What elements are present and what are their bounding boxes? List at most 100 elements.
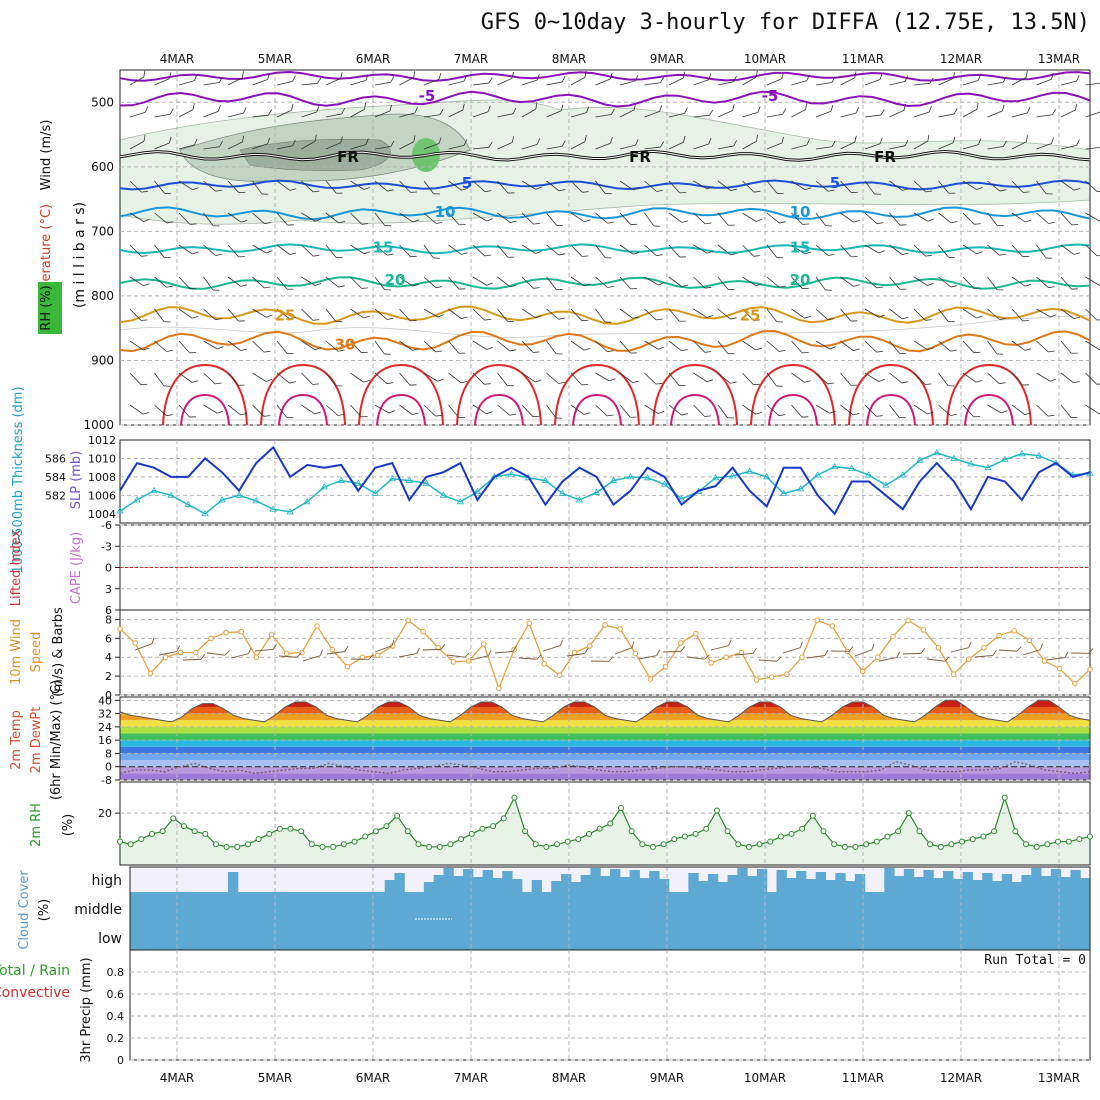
wind-barb-flag xyxy=(950,413,957,416)
date-label-top: 8MAR xyxy=(552,52,587,66)
wind-barb-shaft xyxy=(129,372,142,385)
wind-barb-shaft xyxy=(521,404,534,417)
wind-barb xyxy=(325,244,343,258)
wind-barb xyxy=(638,649,661,660)
cloud-high-bar xyxy=(463,869,474,892)
wind-barb-shaft xyxy=(178,276,191,289)
wind-barb xyxy=(423,212,443,224)
wind-barb-flag xyxy=(776,321,784,323)
wind-barb-flag xyxy=(389,104,393,112)
wind-barb-flag xyxy=(238,191,246,194)
tick-label: 32 xyxy=(98,708,112,721)
wind-barb-flag xyxy=(316,105,320,113)
wind-barb xyxy=(154,108,174,118)
thickness-marker xyxy=(473,487,482,495)
rh-marker xyxy=(287,825,294,832)
wind-barb xyxy=(448,75,468,86)
wind-barb-shaft xyxy=(154,78,170,86)
wind-barb xyxy=(962,372,983,383)
wind-barb-flag xyxy=(272,643,277,650)
wind-barb-flag xyxy=(779,221,786,224)
wind-barb-shaft xyxy=(398,653,417,658)
wind-barb xyxy=(546,244,566,256)
wind-barb xyxy=(497,340,517,352)
wind-barb xyxy=(546,340,563,355)
wind-barb-shaft xyxy=(154,404,167,417)
temp-band xyxy=(120,773,1090,780)
wind-barb-flag xyxy=(607,414,614,417)
wind-barb xyxy=(301,180,320,193)
wind-barb-shaft xyxy=(374,308,388,320)
wind-barb-flag xyxy=(1050,378,1057,382)
wind-barb-shaft xyxy=(962,404,975,418)
wind-barb-flag xyxy=(212,289,220,291)
wind-barb-shaft xyxy=(742,212,757,222)
wind-barb xyxy=(815,244,835,256)
thickness-marker xyxy=(626,473,635,480)
wind-barb-shaft xyxy=(987,244,1001,256)
wind-barb xyxy=(889,75,909,86)
wind-barb-flag xyxy=(1097,254,1100,257)
rh-marker xyxy=(127,841,134,848)
wind-barb-flag xyxy=(192,103,195,110)
wind-barb-flag xyxy=(1073,316,1081,320)
wind-speed-marker xyxy=(829,623,836,629)
wind-barb-flag xyxy=(1046,193,1053,195)
wind-barb-shaft xyxy=(399,404,413,415)
wind-barb-shaft xyxy=(374,110,390,118)
cloud-high-bar xyxy=(815,872,827,892)
wind-barb-shaft xyxy=(815,146,832,150)
cloud-high-bar xyxy=(629,870,640,892)
wind-barb-shaft xyxy=(864,79,881,86)
cloud-high-bar xyxy=(561,874,572,892)
wind-barb xyxy=(938,108,958,118)
rh-marker xyxy=(735,841,742,848)
wind-barb-shaft xyxy=(472,82,489,86)
wind-barb-shaft xyxy=(950,647,969,653)
wind-barb-shaft xyxy=(938,372,949,387)
wind-barb-flag xyxy=(292,139,296,146)
tick-label: 6 xyxy=(105,604,112,617)
wind-barb-flag xyxy=(459,224,466,226)
wind-barb xyxy=(987,104,1005,118)
wind-barb-shaft xyxy=(374,645,393,653)
wind-barb xyxy=(472,404,493,415)
wind-barb xyxy=(878,651,901,662)
wind-barb-flag xyxy=(410,191,418,193)
wind-barb-flag xyxy=(436,221,443,224)
tick-label: 1010 xyxy=(88,452,116,465)
wind-barb xyxy=(566,647,589,657)
wind-barb-flag xyxy=(581,319,589,322)
wind-barb-flag xyxy=(828,189,835,192)
wind-barb xyxy=(815,340,836,350)
wind-barb-flag xyxy=(733,75,737,82)
temp-band xyxy=(120,713,1090,721)
wind-barb-flag xyxy=(1048,286,1055,289)
wind-barb xyxy=(987,180,1007,192)
wind-barb-shaft xyxy=(252,143,268,150)
wind-barb xyxy=(938,180,956,194)
wind-barb-shaft xyxy=(782,647,801,654)
wind-barb-shaft xyxy=(325,404,339,416)
cloud-high-bar xyxy=(707,874,719,892)
wind-barb-flag xyxy=(1073,252,1081,255)
wind-speed-marker xyxy=(420,628,426,635)
wind-barb-shaft xyxy=(301,111,317,118)
wind-barb-shaft xyxy=(791,212,803,225)
wind-barb-flag xyxy=(853,284,860,287)
wind-barb-flag xyxy=(610,108,615,115)
wind-barb-flag xyxy=(1002,140,1007,147)
wind-barb xyxy=(521,276,540,289)
wind-barb-flag xyxy=(950,285,958,288)
wind-barb-flag xyxy=(728,639,732,646)
wind-barb-shaft xyxy=(521,308,536,319)
wind-speed-marker xyxy=(859,668,866,675)
wind-speed-marker xyxy=(1087,666,1093,673)
wind-barb-shaft xyxy=(252,340,265,353)
date-label-bottom: 7MAR xyxy=(454,1071,489,1085)
wind-barb-shaft xyxy=(766,212,780,224)
wind-barb xyxy=(830,646,854,652)
wind-barb-shaft xyxy=(693,372,708,383)
wind-barb-shaft xyxy=(840,180,852,193)
cloud-high-bar xyxy=(1050,869,1062,892)
